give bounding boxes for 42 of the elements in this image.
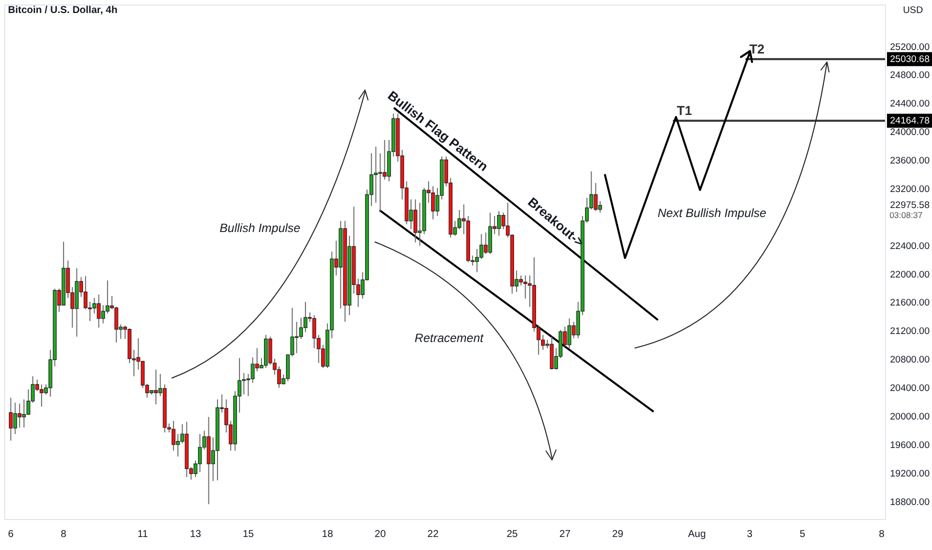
series-label: T2 [749, 41, 765, 56]
chart-title: Bitcoin / U.S. Dollar, 4h [8, 5, 118, 16]
data-label: 24164.78 [890, 115, 930, 126]
series-label: T1 [676, 102, 692, 118]
y-tick-label: 23600.00 [890, 156, 930, 167]
x-tick-label: 11 [138, 528, 148, 540]
data-label: 25030.68 [890, 54, 930, 65]
text: 03:08:37 [889, 210, 923, 220]
y-tick-label: 22400.00 [890, 240, 930, 252]
annotation: Retracement [414, 331, 484, 345]
y-tick-label: 23200.00 [890, 184, 930, 195]
y-tick-label: 18800.00 [890, 496, 930, 508]
x-tick-label: 18 [322, 528, 334, 540]
y-tick-label: 21600.00 [890, 298, 930, 309]
x-tick-label: 15 [242, 528, 254, 540]
x-tick-label: 22 [427, 528, 439, 540]
y-tick-label: 19600.00 [890, 440, 930, 451]
x-tick-label: 5 [800, 528, 806, 540]
x-tick-label: 8 [878, 528, 885, 540]
annotation: Next Bullish Impulse [658, 206, 766, 220]
y-tick-label: 19200.00 [890, 468, 930, 480]
y-axis-title: USD [902, 5, 923, 16]
y-tick-label: 20800.00 [890, 354, 930, 366]
y-tick-label: 24000.00 [890, 127, 930, 138]
x-tick-label: 20 [374, 528, 386, 540]
y-tick-label: 24400.00 [890, 98, 930, 110]
annotation: Bullish Impulse [220, 221, 300, 235]
y-tick-label: 22000.00 [890, 269, 930, 280]
y-tick-label: 22975.58 [890, 200, 930, 211]
y-tick-label: 24800.00 [890, 70, 930, 82]
y-tick-label: 21200.00 [890, 326, 930, 338]
x-tick-label: Aug [688, 528, 706, 540]
x-tick-label: 29 [612, 528, 624, 540]
y-tick-label: 20000.00 [890, 412, 930, 423]
x-tick-label: 13 [190, 528, 202, 540]
x-tick-label: 6 [8, 528, 14, 540]
x-tick-label: 8 [60, 528, 67, 540]
x-tick-label: 3 [746, 528, 753, 540]
x-tick-label: 25 [506, 528, 518, 540]
y-tick-label: 20400.00 [890, 383, 930, 394]
y-tick-label: 25200.00 [890, 42, 930, 53]
x-tick-label: 27 [559, 528, 571, 540]
